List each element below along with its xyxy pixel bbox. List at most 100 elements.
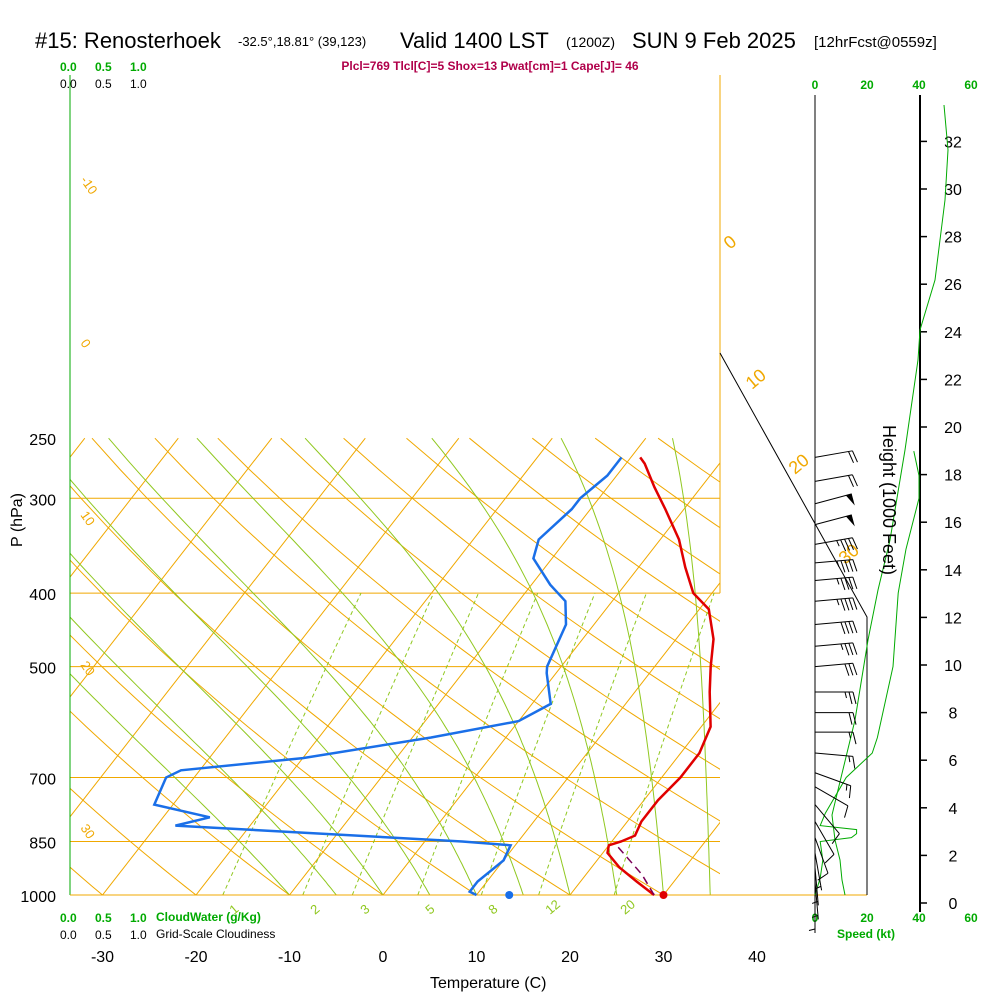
moist-adiabat-line	[304, 437, 571, 895]
y-axis-label: P (hPa)	[9, 493, 26, 547]
wind-barb-full	[848, 598, 854, 611]
wind-barb	[814, 493, 855, 506]
wind-barb-full	[848, 577, 854, 590]
height-tick-label: 18	[944, 468, 962, 485]
wind-barb-staff	[814, 662, 853, 668]
wind-barb-staff	[814, 852, 823, 891]
isotherm-line	[851, 438, 1000, 895]
wind-barb	[815, 731, 857, 745]
wind-barb-half	[836, 578, 840, 585]
panel-boundary-line	[719, 352, 868, 895]
wind-barb-staff	[814, 597, 853, 602]
cloudiness-tick-label-top: 0.5	[95, 77, 112, 91]
temperature-tick-label: -20	[184, 949, 207, 966]
temperature-tick-label: 10	[468, 949, 486, 966]
wind-barb-staff	[814, 537, 853, 545]
mixing-ratio-line	[480, 592, 596, 895]
cloudiness-tick-label-bottom: 1.0	[130, 928, 147, 942]
wind-barb	[815, 712, 857, 725]
temperature-profile-line	[606, 456, 715, 896]
station-location: -32.5°,18.81° (39,123)	[238, 34, 367, 49]
station-title: #15: Renosterhoek	[35, 28, 221, 53]
temperature-tick-label: 40	[748, 949, 766, 966]
wind-barb-full	[844, 560, 850, 573]
cloud-profile-line	[831, 104, 949, 896]
wind-barb-half	[840, 643, 844, 650]
cloudwater-tick-label-bottom: 1.0	[130, 911, 147, 925]
dry-adiabat-line	[154, 437, 720, 875]
dry-adiabat-label: -10	[78, 173, 101, 197]
dry-adiabat-line	[70, 634, 384, 895]
cloudwater-label: CloudWater (g/Kg)	[156, 910, 261, 924]
height-tick-label: 6	[949, 753, 958, 770]
wind-barb	[814, 474, 858, 487]
surface-temperature-point	[659, 891, 668, 899]
dry-adiabat-line	[343, 437, 720, 720]
moist-adiabat-label: 30	[835, 540, 863, 568]
wind-barb	[814, 786, 849, 818]
wind-barb	[808, 895, 816, 933]
speed-tick-label-top: 60	[964, 78, 978, 92]
wind-barb	[814, 821, 835, 864]
wind-barb	[814, 772, 852, 799]
wind-barb	[814, 559, 858, 573]
forecast-run: [12hrFcst@0559z]	[814, 34, 937, 51]
mixing-ratio-line	[302, 592, 435, 895]
wind-barb-staff	[814, 474, 853, 482]
moist-adiabat-line	[560, 437, 664, 895]
wind-barb-full	[852, 663, 858, 676]
temperature-tick-label: -10	[278, 949, 301, 966]
parcel-profile-line	[614, 842, 655, 896]
valid-time: Valid 1400 LST	[400, 28, 549, 53]
wind-barb-full	[848, 475, 854, 487]
isotherm-line	[195, 437, 553, 895]
height-tick-label: 26	[944, 277, 962, 294]
pressure-tick-label: 250	[29, 432, 56, 449]
wind-barb-full	[844, 643, 850, 656]
wind-barb	[814, 662, 858, 676]
dry-adiabat-line	[70, 787, 197, 895]
cloudiness-tick-label-top: 0.0	[60, 77, 77, 91]
pressure-tick-label: 400	[29, 587, 56, 604]
isotherm-line	[70, 437, 366, 818]
wind-barb-staff	[814, 786, 849, 807]
pressure-tick-label: 700	[29, 771, 56, 788]
mixing-ratio-label: 2	[307, 901, 322, 917]
height-tick-label: 14	[944, 563, 962, 580]
wind-barb-full	[852, 712, 857, 725]
wind-barb-full	[831, 833, 840, 844]
isotherm-line	[70, 437, 179, 578]
moist-adiabat-line	[70, 673, 290, 895]
moist-adiabat-label: 10	[742, 365, 770, 393]
wind-barb	[814, 620, 858, 635]
wind-barb-full	[848, 621, 854, 634]
height-tick-label: 4	[949, 801, 958, 818]
wind-barb-staff	[814, 772, 851, 787]
wind-barb-staff	[814, 559, 853, 564]
wind-barb-half	[808, 928, 816, 931]
mixing-ratio-line	[351, 592, 479, 895]
dry-adiabat-line	[469, 437, 720, 622]
moist-adiabat-line	[108, 437, 477, 895]
moist-adiabat-line	[757, 438, 764, 895]
wind-barb-staff	[814, 493, 852, 505]
wind-barb-full	[852, 642, 858, 655]
indices-line: Plcl=769 Tlcl[C]=5 Shox=13 Pwat[cm]=1 Ca…	[341, 59, 638, 73]
wind-barb-full	[852, 732, 857, 745]
wind-barb-full	[851, 474, 858, 487]
wind-barb-full	[852, 597, 858, 610]
dry-adiabat-label: 10	[78, 508, 99, 528]
height-tick-label: 10	[944, 658, 962, 675]
wind-barb-full	[852, 621, 858, 634]
wind-barb-half	[836, 560, 840, 568]
height-tick-label: 20	[944, 420, 962, 437]
dewpoint-profile-line	[152, 456, 623, 897]
cloudwater-tick-label-top: 0.5	[95, 60, 112, 74]
temperature-tick-label: 30	[655, 949, 673, 966]
cloudiness-tick-label-bottom: 0.0	[60, 928, 77, 942]
wind-barb-half	[836, 540, 840, 547]
cloudwater-tick-label-top: 0.0	[60, 60, 77, 74]
height-tick-label: 32	[944, 134, 962, 151]
mixing-ratio-label: 8	[485, 901, 500, 917]
chart-title-bar: #15: Renosterhoek -32.5°,18.81° (39,123)…	[0, 28, 1000, 58]
